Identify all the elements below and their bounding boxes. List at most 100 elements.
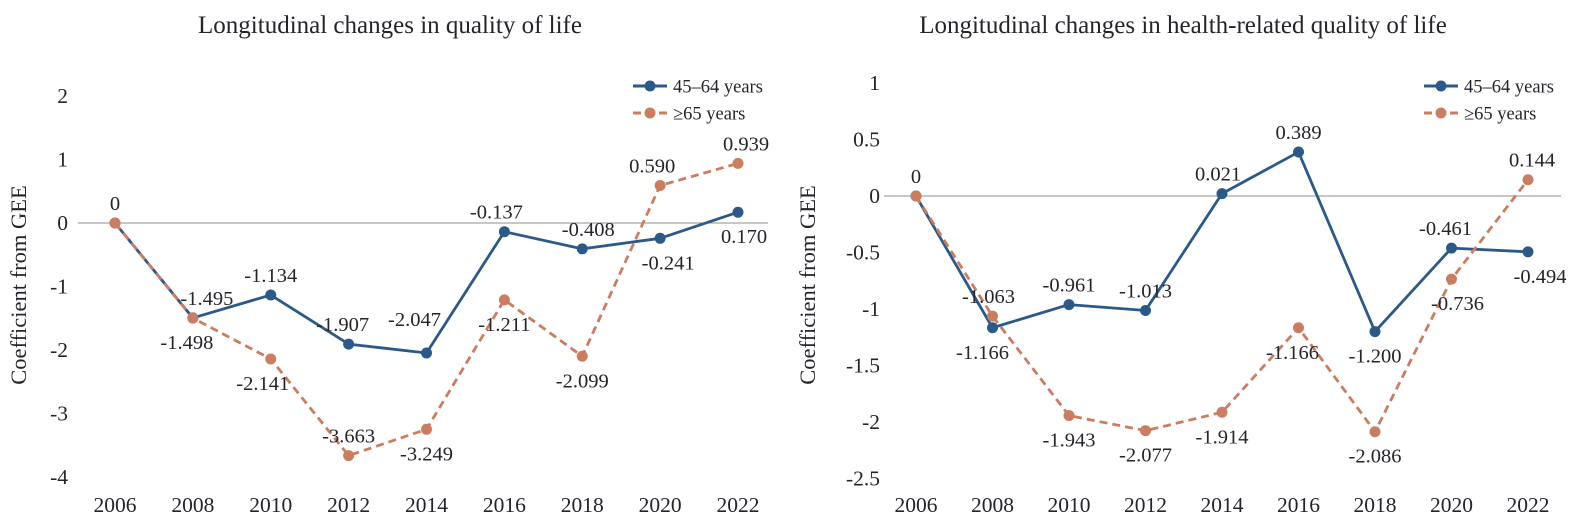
data-point-marker bbox=[265, 353, 277, 365]
data-point-label: -1.498 bbox=[160, 332, 213, 354]
y-tick-label: -1.5 bbox=[846, 354, 880, 378]
health-related-quality-of-life-chart: Longitudinal changes in health-related q… bbox=[795, 12, 1567, 517]
data-point-label: -3.249 bbox=[400, 443, 453, 465]
data-point-label: -2.141 bbox=[236, 373, 289, 395]
x-tick-label: 2020 bbox=[639, 493, 682, 517]
data-point-label: -1.013 bbox=[1119, 280, 1172, 302]
x-tick-label: 2022 bbox=[717, 493, 760, 517]
legend-label: ≥65 years bbox=[1464, 105, 1536, 125]
data-point-label: 0.939 bbox=[723, 133, 769, 155]
data-point-label: -0.408 bbox=[562, 219, 615, 241]
series-line-1 bbox=[914, 178, 1530, 434]
data-point-label: -0.241 bbox=[642, 252, 695, 274]
legend-swatch-marker bbox=[644, 80, 656, 92]
x-tick-label: 2006 bbox=[895, 493, 938, 517]
legend-label: ≥65 years bbox=[673, 105, 745, 125]
data-point-marker bbox=[987, 310, 998, 322]
chart-title: Longitudinal changes in health-related q… bbox=[919, 12, 1447, 39]
data-point-label: -2.077 bbox=[1119, 445, 1172, 467]
data-point-marker bbox=[1063, 410, 1075, 422]
y-tick-label: 1 bbox=[57, 148, 68, 172]
x-tick-label: 2022 bbox=[1507, 493, 1550, 517]
data-point-label: 0 bbox=[911, 166, 921, 188]
x-tick-label: 2018 bbox=[1354, 493, 1397, 517]
data-point-label: -1.166 bbox=[1266, 342, 1319, 364]
data-point-label: -1.134 bbox=[244, 265, 297, 287]
y-tick-label: 0.5 bbox=[853, 128, 880, 152]
data-point-label: -0.494 bbox=[1514, 266, 1567, 288]
data-point-marker bbox=[732, 157, 744, 169]
legend-swatch-marker bbox=[1435, 107, 1447, 119]
data-point-label: -1.495 bbox=[180, 288, 233, 310]
data-point-label: 0.170 bbox=[721, 226, 767, 248]
data-point-label: -0.137 bbox=[470, 202, 523, 224]
data-point-marker bbox=[109, 217, 121, 229]
y-tick-label: -3 bbox=[50, 402, 68, 426]
y-axis-title: Coefficient from GEE bbox=[795, 185, 820, 385]
data-point-label: -1.211 bbox=[478, 314, 530, 336]
legend-label: 45–64 years bbox=[1464, 78, 1554, 98]
y-tick-label: -2 bbox=[862, 410, 880, 434]
x-tick-label: 2012 bbox=[327, 493, 370, 517]
x-tick-label: 2016 bbox=[1277, 493, 1320, 517]
data-point-label: 0.590 bbox=[629, 156, 675, 178]
x-tick-label: 2014 bbox=[1201, 493, 1244, 517]
data-point-label: 0.021 bbox=[1195, 164, 1241, 186]
y-tick-label: -2 bbox=[50, 338, 68, 362]
y-tick-label: -4 bbox=[50, 465, 68, 489]
x-tick-label: 2008 bbox=[971, 493, 1014, 517]
data-point-marker bbox=[1446, 273, 1457, 285]
y-tick-label: -1 bbox=[50, 275, 68, 299]
data-point-label: -2.086 bbox=[1349, 446, 1402, 468]
data-point-label: -2.099 bbox=[556, 370, 609, 392]
data-point-label: -1.200 bbox=[1349, 346, 1402, 368]
legend-swatch-marker bbox=[644, 107, 656, 119]
data-point-label: -2.047 bbox=[388, 309, 441, 331]
data-point-label: -1.907 bbox=[316, 314, 369, 336]
data-point-marker bbox=[654, 232, 666, 244]
data-point-marker bbox=[987, 322, 998, 334]
data-point-marker bbox=[265, 289, 277, 301]
legend-swatch-marker bbox=[1435, 80, 1447, 92]
data-point-marker bbox=[1140, 425, 1151, 437]
x-tick-label: 2016 bbox=[483, 493, 526, 517]
data-point-marker bbox=[576, 350, 588, 362]
data-point-marker bbox=[498, 226, 510, 238]
data-point-marker bbox=[1369, 426, 1381, 438]
data-point-marker bbox=[421, 347, 432, 359]
data-point-label: -3.663 bbox=[322, 426, 375, 448]
data-point-label: -0.736 bbox=[1431, 293, 1484, 315]
data-point-marker bbox=[654, 180, 666, 192]
data-point-marker bbox=[1063, 299, 1075, 311]
x-tick-label: 2006 bbox=[94, 493, 137, 517]
data-point-marker bbox=[187, 312, 199, 324]
data-point-marker bbox=[421, 423, 432, 435]
data-point-marker bbox=[1140, 304, 1151, 316]
y-tick-label: -1 bbox=[862, 297, 880, 321]
data-point-marker bbox=[498, 294, 510, 306]
data-point-marker bbox=[1522, 174, 1534, 186]
data-point-label: -0.961 bbox=[1043, 275, 1096, 297]
y-tick-label: -2.5 bbox=[846, 467, 880, 491]
data-point-marker bbox=[1216, 406, 1228, 418]
x-tick-label: 2010 bbox=[1048, 493, 1091, 517]
quality-of-life-chart: Longitudinal changes in quality of life C… bbox=[6, 12, 769, 517]
data-point-label: -1.166 bbox=[956, 342, 1009, 364]
y-axis-title: Coefficient from GEE bbox=[6, 185, 31, 385]
data-point-label: 0.144 bbox=[1509, 150, 1555, 172]
x-tick-label: 2020 bbox=[1430, 493, 1473, 517]
y-tick-label: 0 bbox=[57, 211, 68, 235]
data-point-label: -1.943 bbox=[1043, 430, 1096, 452]
data-point-marker bbox=[1522, 246, 1534, 258]
data-point-label: -1.063 bbox=[962, 286, 1015, 308]
data-point-marker bbox=[732, 206, 744, 218]
data-point-marker bbox=[1293, 146, 1304, 158]
data-point-marker bbox=[1216, 188, 1228, 200]
data-point-label: 0 bbox=[110, 193, 120, 215]
data-point-marker bbox=[1293, 322, 1304, 334]
data-point-label: -0.461 bbox=[1419, 218, 1472, 240]
data-point-label: 0.389 bbox=[1275, 122, 1321, 144]
x-tick-label: 2014 bbox=[405, 493, 448, 517]
x-tick-label: 2010 bbox=[249, 493, 292, 517]
